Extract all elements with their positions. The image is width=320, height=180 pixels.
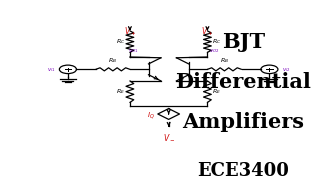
Text: ECE3400: ECE3400 (197, 162, 289, 180)
Text: $v_{O2}$: $v_{O2}$ (209, 48, 219, 55)
Text: Differential: Differential (175, 72, 311, 92)
Text: $V_+$: $V_+$ (201, 25, 213, 38)
Text: $R_B$: $R_B$ (220, 57, 229, 66)
Text: $R_B$: $R_B$ (108, 57, 117, 66)
Text: $V_+$: $V_+$ (124, 25, 136, 38)
Text: BJT: BJT (222, 32, 265, 52)
Text: $I_Q$: $I_Q$ (147, 110, 155, 121)
Text: $v_{i2}$: $v_{i2}$ (282, 66, 290, 74)
Text: $R_E$: $R_E$ (116, 87, 125, 96)
Text: $R_C$: $R_C$ (116, 37, 125, 46)
Text: $R_C$: $R_C$ (212, 37, 221, 46)
Text: $v_{i1}$: $v_{i1}$ (47, 66, 55, 74)
Text: $V_-$: $V_-$ (163, 132, 175, 143)
Text: $R_E$: $R_E$ (212, 87, 221, 96)
Text: Amplifiers: Amplifiers (182, 112, 304, 132)
Text: $v_{O1}$: $v_{O1}$ (128, 48, 139, 55)
